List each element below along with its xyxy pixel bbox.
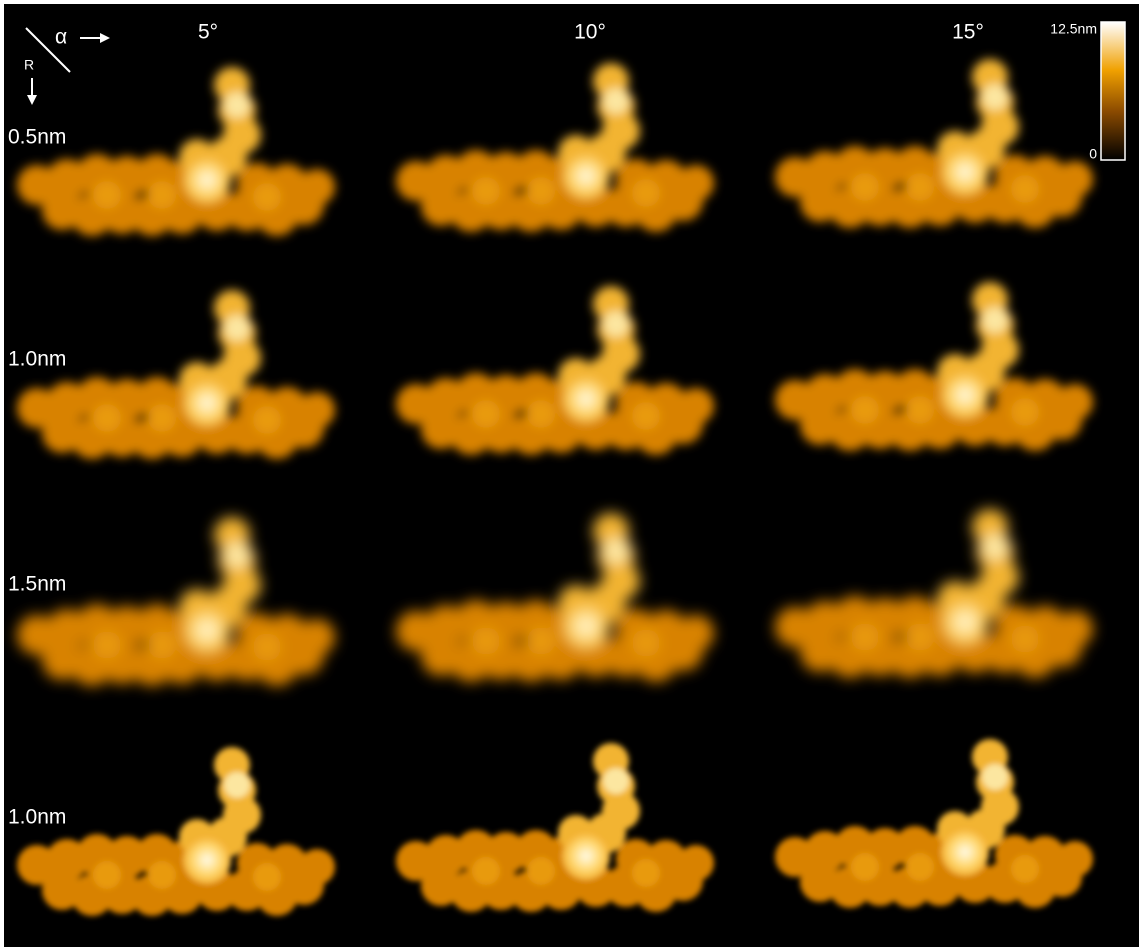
alpha-label: α xyxy=(55,26,67,49)
row-label: 1.0nm xyxy=(8,348,66,371)
colorbar-max: 12.5nm xyxy=(1050,21,1097,37)
row-label: 1.5nm xyxy=(8,573,66,596)
body: α R 5° 10° 15° 0.5nm 1.0nm 1.5nm 1.0nm 1… xyxy=(0,0,1143,951)
figure: α R 5° 10° 15° 0.5nm 1.0nm 1.5nm 1.0nm 1… xyxy=(0,0,1143,951)
column-label: 5° xyxy=(198,21,218,44)
page: {"header": {"alpha": "α", "r": "R"}, "co… xyxy=(0,0,1143,951)
row-label: 1.0nm xyxy=(8,806,66,829)
colorbar xyxy=(1101,22,1125,160)
row-label: 0.5nm xyxy=(8,126,66,149)
colorbar-min: 0 xyxy=(1089,146,1097,162)
column-label: 15° xyxy=(952,21,984,44)
r-label: R xyxy=(24,57,34,73)
column-label: 10° xyxy=(574,21,606,44)
